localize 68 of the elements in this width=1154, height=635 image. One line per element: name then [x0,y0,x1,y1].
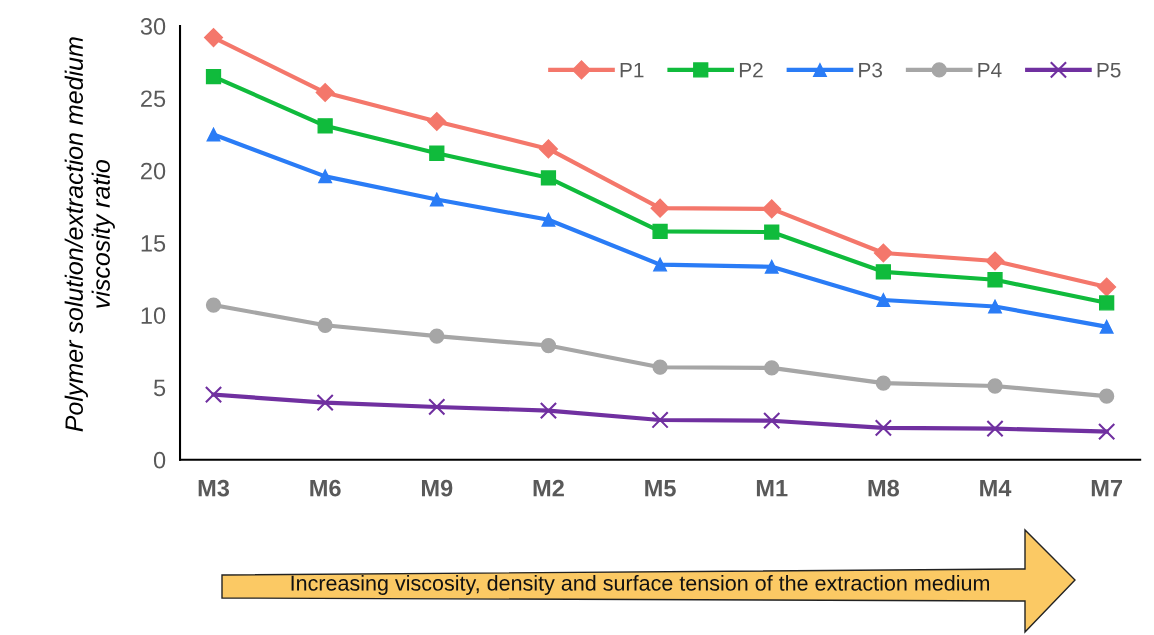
x-tick-label: M6 [310,479,341,497]
point [985,251,1005,271]
point [318,169,333,184]
point [876,293,891,307]
point [875,375,892,391]
point [539,401,558,420]
legend-label: P3 [859,62,883,78]
legend-label: P1 [620,62,644,78]
point [203,28,224,48]
point [987,272,1003,288]
point [987,378,1003,394]
point [652,223,668,239]
point [986,419,1004,438]
point [429,328,445,344]
x-tick-label: M2 [533,479,564,497]
x-tick-label: M4 [980,480,1012,497]
x-tick-label: M1 [756,480,788,497]
point [541,212,556,227]
y-tick-label: 10 [141,307,166,324]
y-tick-label: 20 [141,162,166,180]
point [317,317,333,333]
point [988,299,1002,314]
point [873,243,893,263]
point [1097,422,1116,441]
point [652,359,668,375]
legend-label: P2 [739,62,763,78]
point [315,83,335,103]
point [540,170,557,186]
point [1099,319,1114,334]
point [764,224,780,240]
point [653,257,668,272]
point [651,411,669,429]
point [540,337,557,354]
point [204,386,223,404]
y-tick-label: 25 [141,90,166,108]
y-tick-label: 15 [141,235,166,252]
x-tick-label: M8 [868,479,900,497]
point [650,198,670,218]
text: Increasing viscosity, density and surface tension of the extraction medium [291,574,990,596]
point [206,127,221,142]
y-tick-label: 0 [153,451,166,469]
point [764,360,780,376]
point [427,111,447,131]
point [1099,388,1115,404]
point [1099,295,1115,311]
point [1097,277,1117,297]
x-tick-label: M7 [1091,480,1123,497]
point [205,68,222,85]
legend-label: P5 [1097,62,1121,78]
y-axis-title: Polymer solution/extraction medium viscosity ratio [64,37,115,432]
x-tick-label: M5 [645,480,676,497]
point [874,419,893,437]
point [205,297,222,313]
x-tick-label: M9 [421,479,453,497]
point [875,264,892,280]
y-tick-label: 5 [153,379,166,397]
point [763,412,781,430]
point [316,393,334,412]
point [538,139,558,159]
legend-label: P4 [978,62,1002,78]
x-tick-label: M3 [198,479,230,497]
point [429,192,444,207]
point [764,259,779,274]
point [317,118,333,134]
point [762,199,782,219]
point [429,145,445,161]
point [428,398,446,416]
y-tick-label: 30 [140,18,166,35]
